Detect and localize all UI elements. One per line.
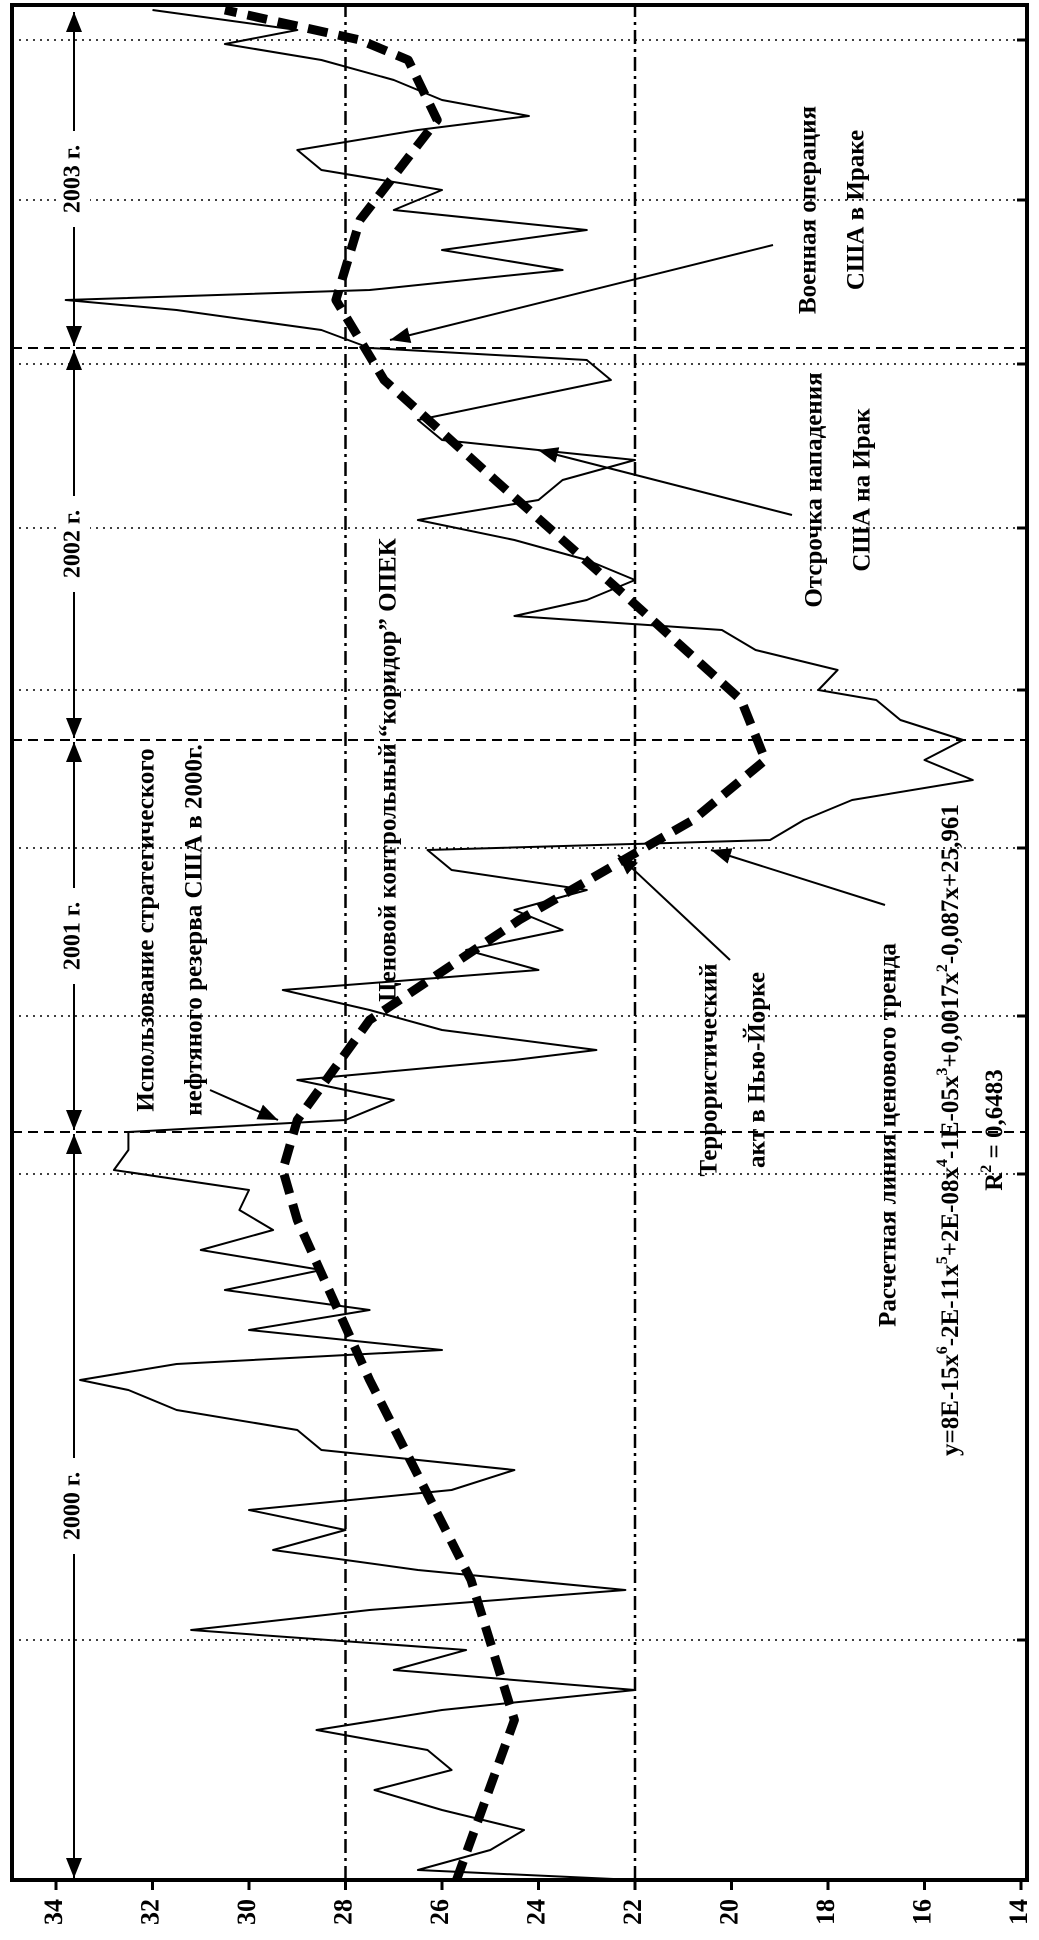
trend-line [223, 5, 770, 1882]
plot-frame [10, 3, 1029, 1882]
equation-sup: 2 [934, 964, 951, 972]
y-tick-label: 34 [39, 1899, 68, 1925]
annotation: Отсрочка нападения [801, 372, 828, 607]
annotation: нефтяного резерва США в 2000г. [181, 744, 208, 1116]
y-tick-label: 32 [135, 1899, 164, 1925]
annotation: Расчетная линия ценового тренда [875, 943, 902, 1327]
period-label: 2000 г. [60, 1472, 86, 1540]
equation-text: -0,087x+25,961 [937, 804, 964, 964]
y-tick-label: 20 [714, 1899, 743, 1925]
period-label: 2001 г. [60, 902, 86, 970]
annotation: Военная операция [795, 106, 822, 314]
y-tick-label: 24 [521, 1899, 550, 1925]
period-label-bg [58, 888, 90, 984]
period-label: 2003 г. [60, 145, 86, 213]
annotation: Террористический [696, 963, 723, 1176]
annotation: акт в Нью-Йорке [743, 972, 771, 1168]
y-tick-label: 28 [328, 1899, 357, 1925]
period-label-bg [58, 1458, 90, 1554]
equation-text: R [981, 1172, 1008, 1191]
annotation-arrow [710, 848, 886, 906]
y-tick-label: 22 [618, 1899, 647, 1925]
equation-sup: 2 [978, 1165, 995, 1173]
annotation: Ценовой контрольный “коридор” ОПЕК [375, 538, 402, 1002]
annotation: США на Ирак [849, 408, 876, 572]
equation: y=8E-15x6-2E-11x5+2E-08x4-1E-05x3+0,0017… [934, 804, 964, 1456]
equation-sup: 3 [934, 1068, 951, 1076]
y-tick-label: 18 [811, 1899, 840, 1925]
equation-text: -1E-05x [937, 1075, 964, 1159]
y-tick-label: 16 [907, 1899, 936, 1925]
y-tick-label: 30 [232, 1899, 261, 1925]
y-tick-label: 14 [1004, 1899, 1033, 1925]
equation-sup: 5 [934, 1256, 951, 1264]
period-label: 2002 г. [60, 510, 86, 578]
annotation-arrow [389, 244, 774, 343]
annotation: Использование стратегического [133, 748, 160, 1111]
equation-text: +0,0017x [937, 972, 964, 1068]
equation-text: +2E-08x [937, 1166, 964, 1256]
equation-text: -2E-11x [937, 1264, 964, 1346]
annotation-arrow [617, 854, 731, 961]
period-label-bg [58, 131, 90, 227]
equation-text: = 0,6483 [981, 1069, 1008, 1165]
annotation-arrow [209, 1089, 279, 1121]
period-label-bg [58, 496, 90, 592]
annotation: США в Ираке [843, 130, 870, 290]
equation-text: y=8E-15x [937, 1354, 964, 1456]
y-tick-label: 26 [425, 1899, 454, 1925]
annotation-arrow [537, 447, 793, 516]
equation-sup: 4 [934, 1159, 951, 1167]
price-line [64, 9, 974, 1881]
equation-sup: 6 [934, 1346, 951, 1354]
equation: R2 = 0,6483 [978, 1069, 1008, 1191]
